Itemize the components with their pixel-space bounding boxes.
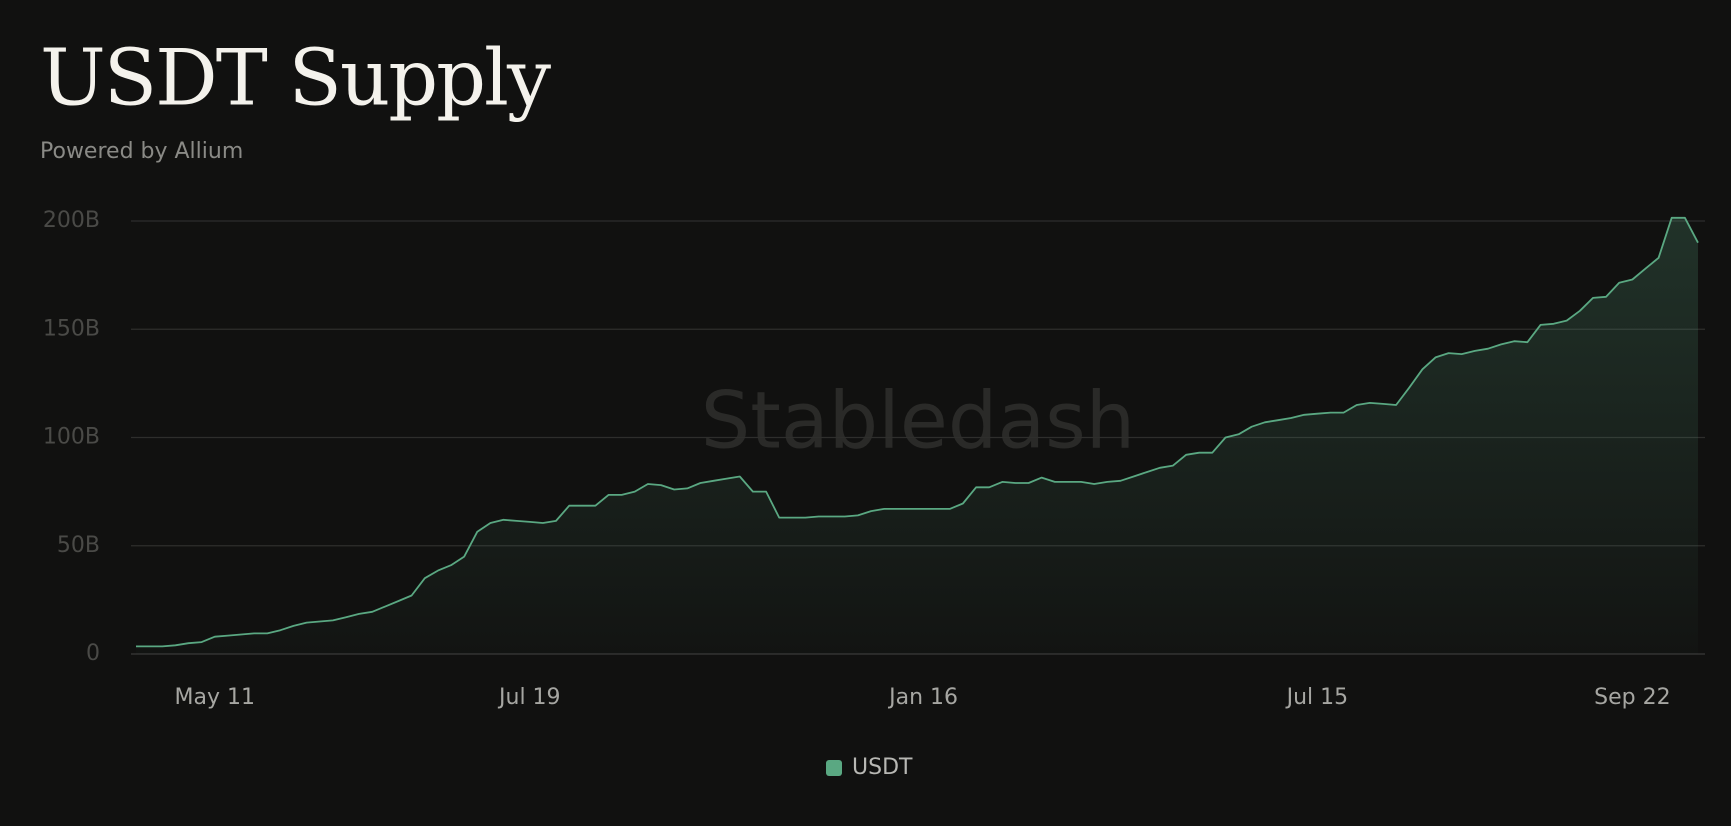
x-tick-label: Jan 16	[887, 685, 958, 710]
legend-label: USDT	[852, 755, 913, 780]
y-tick-label: 0	[86, 641, 100, 666]
y-tick-label: 200B	[43, 208, 100, 233]
chart-subtitle: Powered by Allium	[40, 139, 243, 164]
watermark: Stabledash	[701, 376, 1135, 466]
x-tick-label: Sep 22	[1594, 685, 1670, 710]
x-tick-label: Jul 15	[1285, 685, 1349, 710]
y-tick-label: 150B	[43, 316, 100, 341]
legend-swatch	[826, 760, 842, 776]
x-tick-label: Jul 19	[497, 685, 561, 710]
chart-title: USDT Supply	[40, 34, 551, 124]
y-tick-label: 100B	[43, 425, 100, 450]
x-tick-label: May 11	[175, 685, 255, 710]
y-tick-label: 50B	[57, 533, 100, 558]
line	[136, 216, 1699, 648]
area	[136, 217, 1698, 655]
